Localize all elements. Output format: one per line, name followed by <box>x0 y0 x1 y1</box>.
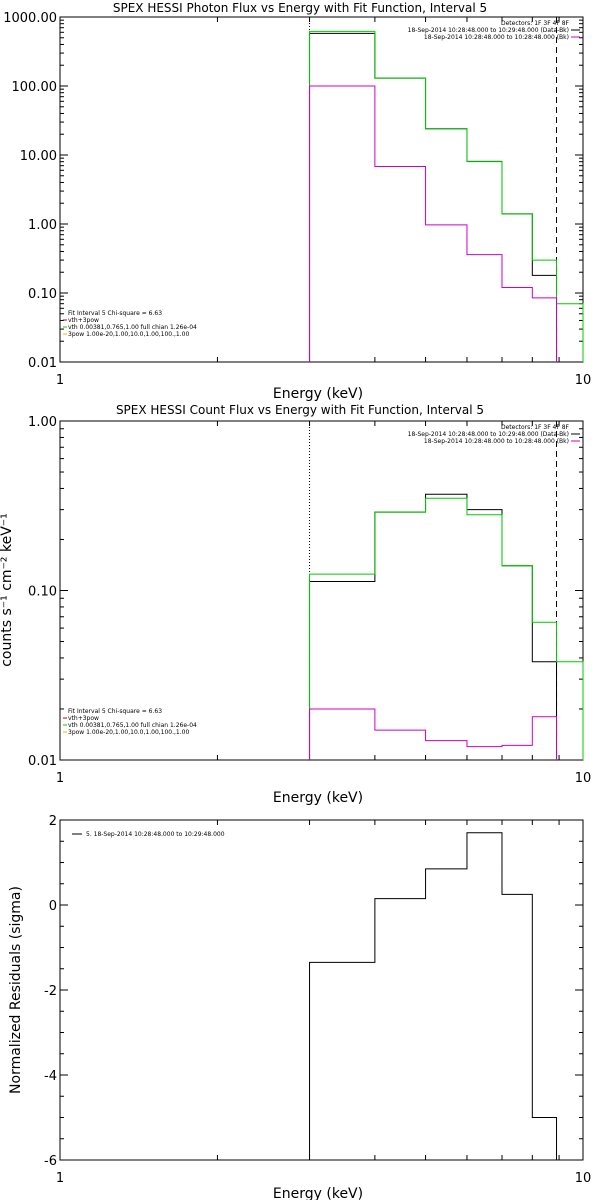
legend-entry: 18-Sep-2014 10:28:48.000 to 10:29:48.000… <box>408 431 569 438</box>
count-flux-ylabel: counts s⁻¹ cm⁻² keV⁻¹ <box>0 513 15 667</box>
x-tick-label: 1 <box>56 1171 64 1186</box>
residuals-panel: Energy (keV) Normalized Residuals (sigma… <box>8 814 591 1200</box>
photon-flux-xlabel: Energy (keV) <box>273 386 363 402</box>
y-tick-label: -6 <box>44 1154 57 1169</box>
y-tick-label: -4 <box>44 1069 57 1084</box>
x-tick-label: 10 <box>575 373 592 388</box>
photon-flux-title: SPEX HESSI Photon Flux vs Energy with Fi… <box>113 1 487 15</box>
residuals-ylabel: Normalized Residuals (sigma) <box>8 886 24 1094</box>
legend-entry: vth 0.00381,0.765,1.00 full chian 1.26e-… <box>68 722 197 729</box>
legend-entry: 18-Sep-2014 10:28:48.000 to 10:28:48.000… <box>424 438 569 445</box>
y-tick-label: 2 <box>49 814 57 829</box>
y-tick-label: 1000.00 <box>3 11 57 26</box>
count-flux-panel: SPEX HESSI Count Flux vs Energy with Fit… <box>0 403 591 806</box>
legend-entry: vth 0.00381,0.765,1.00 full chian 1.26e-… <box>68 324 197 331</box>
legend-entry: 18-Sep-2014 10:28:48.000 to 10:28:48.000… <box>424 34 569 41</box>
legend-entry: 18-Sep-2014 10:28:48.000 to 10:29:48.000… <box>408 27 569 34</box>
y-tick-label: 1.00 <box>28 218 57 233</box>
residuals-xlabel: Energy (keV) <box>273 1186 363 1200</box>
legend-entry: 5. 18-Sep-2014 10:28:48.000 to 10:29:48.… <box>86 831 225 838</box>
y-tick-label: 0.01 <box>28 356 57 371</box>
y-tick-label: -2 <box>44 984 57 999</box>
x-tick-label: 10 <box>575 1171 592 1186</box>
y-tick-label: 0.10 <box>28 585 57 600</box>
count-flux-xlabel: Energy (keV) <box>273 790 363 806</box>
legend-entry: Detectors: 1F 3F 4F 8F <box>501 20 570 27</box>
legend-entry: Fit Interval 5 Chi-square = 6.63 <box>68 708 162 715</box>
series-step-line <box>309 832 558 1160</box>
legend-entry: vth+3pow <box>68 715 99 722</box>
legend-entry: vth+3pow <box>68 317 99 324</box>
series-step-line <box>309 708 558 760</box>
y-tick-label: 0.10 <box>28 287 57 302</box>
legend-entry: 3pow 1.00e-20,1.00,10.0,1.00,100.,1.00 <box>68 331 189 338</box>
legend-entry: 3pow 1.00e-20,1.00,10.0,1.00,100.,1.00 <box>68 729 189 736</box>
photon-flux-plot-frame <box>59 16 584 363</box>
series-step-line <box>309 32 558 362</box>
series-step-line <box>309 30 584 362</box>
x-tick-label: 1 <box>56 771 64 786</box>
y-tick-label: 0 <box>49 899 57 914</box>
y-tick-label: 10.00 <box>20 149 57 164</box>
photon-flux-panel: SPEX HESSI Photon Flux vs Energy with Fi… <box>3 1 591 402</box>
count-flux-title: SPEX HESSI Count Flux vs Energy with Fit… <box>116 403 484 417</box>
series-step-line <box>309 85 558 362</box>
legend-entry: Fit Interval 5 Chi-square = 6.63 <box>68 310 162 317</box>
y-tick-label: 1.00 <box>28 415 57 430</box>
x-tick-label: 10 <box>575 771 592 786</box>
residuals-plot-frame <box>59 819 584 1161</box>
series-step-line <box>309 497 584 760</box>
y-tick-label: 100.00 <box>12 80 58 95</box>
x-tick-label: 1 <box>56 373 64 388</box>
series-step-line <box>309 493 558 760</box>
y-tick-label: 0.01 <box>28 754 57 769</box>
legend-entry: Detectors: 1F 3F 4F 8F <box>501 424 570 431</box>
